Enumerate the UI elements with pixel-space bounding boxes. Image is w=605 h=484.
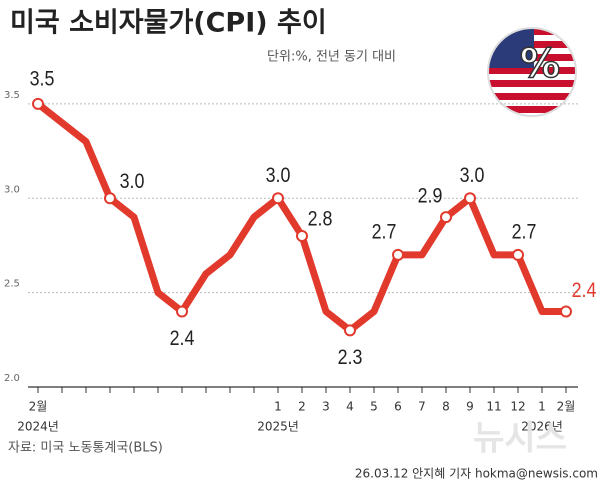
data-label: 3.5: [30, 67, 55, 91]
data-label: 2.4: [170, 327, 195, 351]
y-tick-label: 3.5: [4, 90, 20, 101]
point-marker: [464, 192, 476, 205]
point-marker: [344, 324, 356, 337]
credit: 26.03.12 안지혜 기자 hokma@newsis.com: [355, 467, 598, 481]
data-label: 3.0: [460, 163, 485, 187]
data-label: 2.8: [308, 207, 333, 231]
x-tick-label: 11: [486, 400, 501, 414]
x-tick-label: 2: [298, 400, 306, 414]
x-tick-label: 1: [274, 400, 282, 414]
y-tick-label: 2.0: [4, 373, 20, 384]
chart-title: 미국 소비자물가(CPI) 추이: [10, 8, 327, 39]
x-tick-label: 1: [538, 400, 546, 414]
x-tick-label: 6: [394, 400, 402, 414]
watermark: 뉴시스: [473, 419, 567, 459]
point-marker: [104, 192, 116, 205]
x-tick-label: 7: [418, 400, 426, 414]
x-tick-label: 8: [442, 400, 450, 414]
point-marker: [560, 305, 572, 318]
y-tick-label: 2.5: [4, 279, 20, 290]
point-marker: [272, 192, 284, 205]
point-marker: [392, 248, 404, 261]
x-tick-label: 2월: [29, 400, 48, 414]
data-label: 3.0: [120, 169, 145, 193]
x-tick-label: 5: [370, 400, 378, 414]
svg-text:%: %: [520, 41, 560, 87]
data-label: 2.7: [372, 220, 397, 244]
x-tick-label: 12: [510, 400, 525, 414]
data-label: 2.3: [338, 346, 363, 370]
x-tick-label: 2월: [557, 400, 576, 414]
point-marker: [176, 305, 188, 318]
data-label: 3.0: [266, 163, 291, 187]
x-tick-label: 3: [322, 400, 330, 414]
data-label: 2.7: [512, 220, 537, 244]
point-marker: [512, 248, 524, 261]
x-sublabel: 2024년: [17, 420, 59, 434]
x-sublabel: 2026년: [521, 420, 563, 434]
x-tick-label: 4: [346, 400, 354, 414]
point-marker: [296, 230, 308, 242]
x-sublabel: 2025년: [257, 420, 299, 434]
point-marker: [32, 97, 44, 110]
chart-subtitle: 단위:%, 전년 동기 대비: [267, 50, 396, 65]
x-tick-label: 9: [466, 400, 474, 414]
data-label: 2.4: [572, 279, 597, 303]
y-tick-label: 3.0: [4, 184, 20, 195]
data-label: 2.9: [418, 184, 443, 208]
point-marker: [440, 211, 452, 224]
source: 자료: 미국 노동통계국(BLS): [8, 441, 163, 456]
flag-icon: %: [487, 27, 577, 117]
